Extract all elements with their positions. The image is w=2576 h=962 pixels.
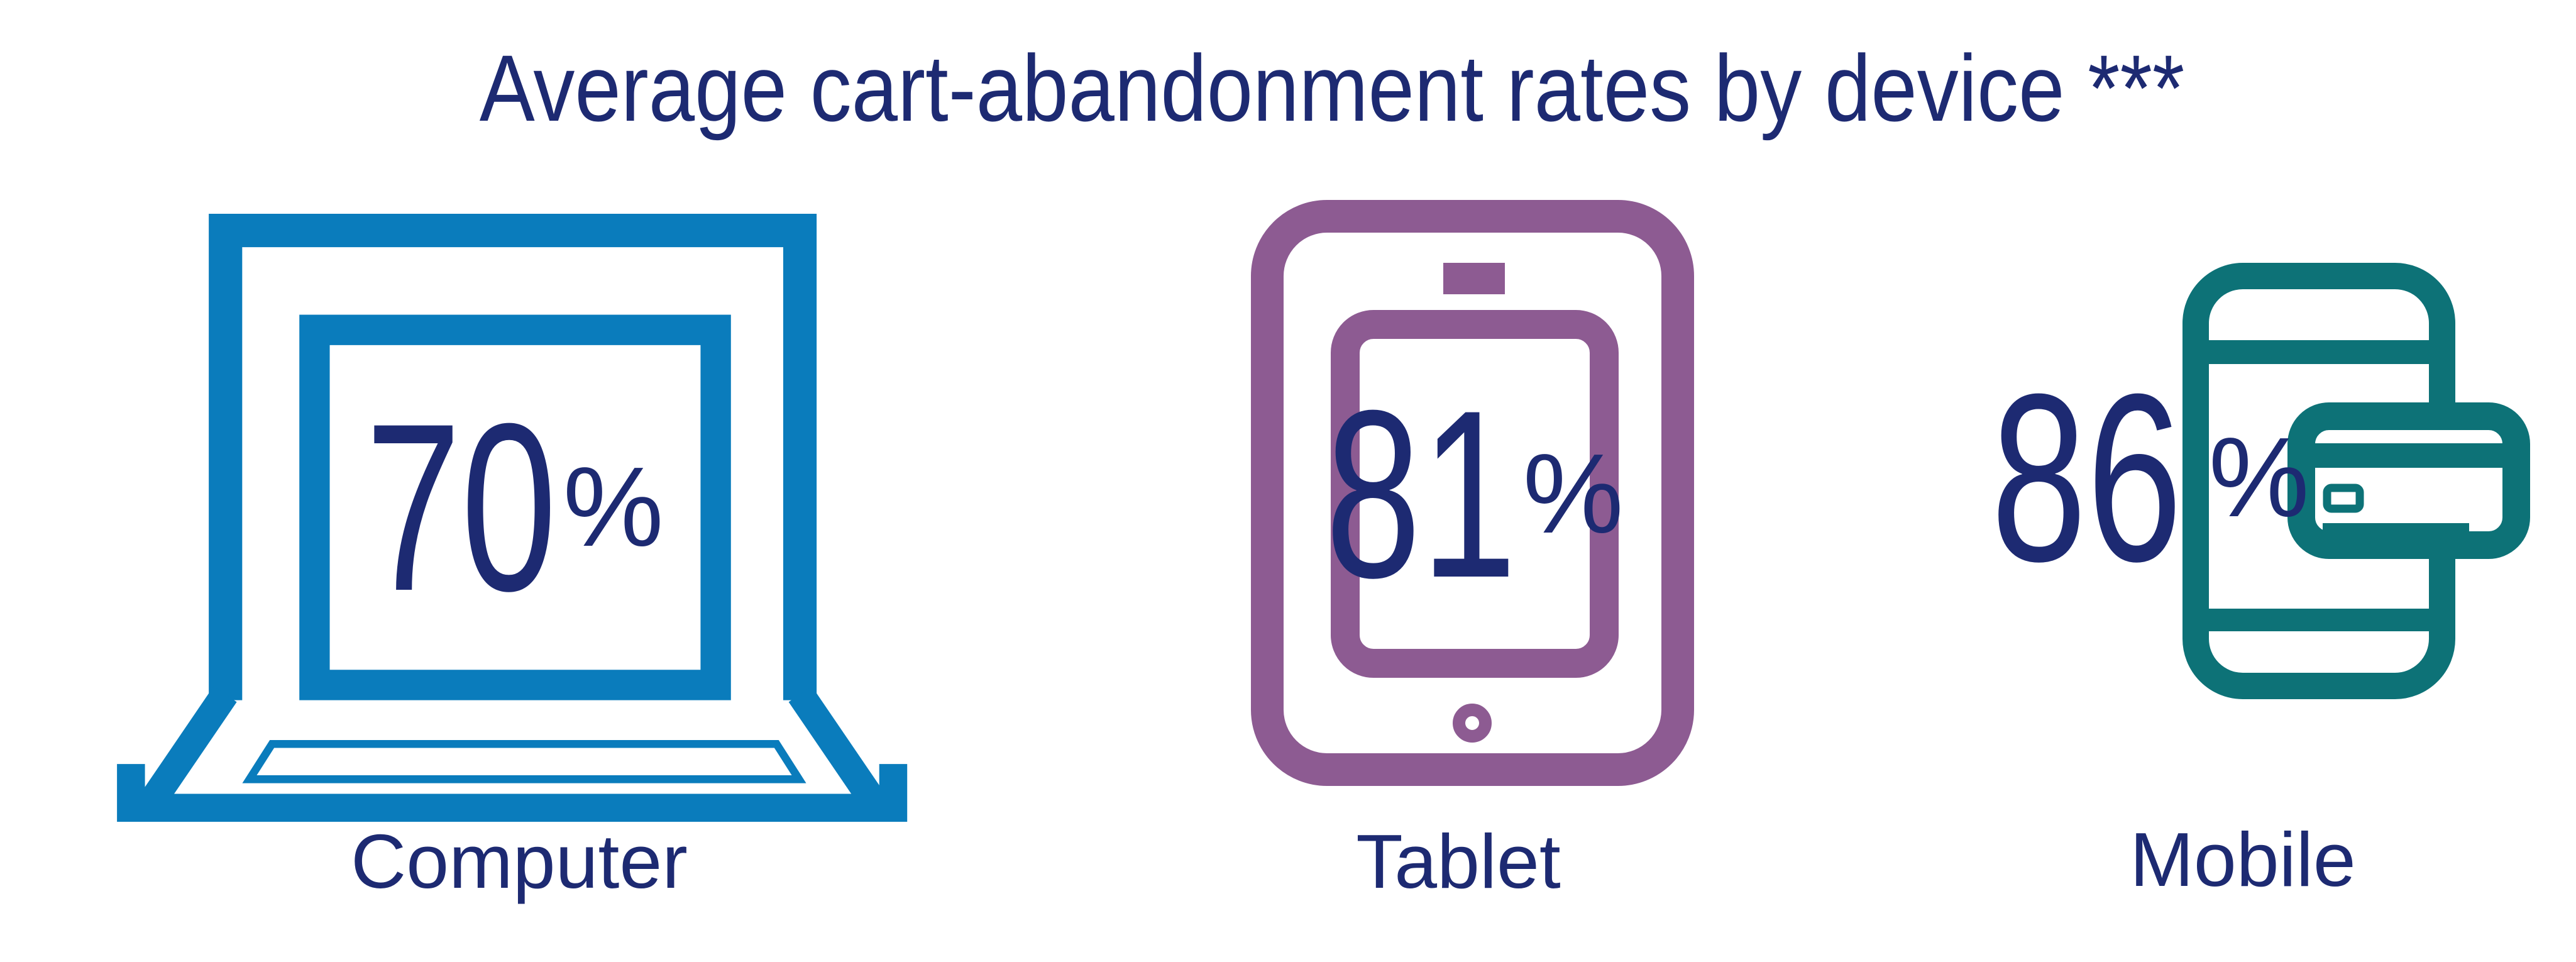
computer-value-number: 70	[365, 373, 557, 641]
tablet-value: 81 %	[1251, 360, 1624, 628]
mobile-label: Mobile	[2130, 817, 2356, 902]
mobile-value: 86 %	[1917, 358, 2309, 597]
computer-value-percent-sign: %	[563, 444, 664, 570]
mobile-value-number: 86	[1991, 344, 2182, 611]
smartphone-credit-card-icon	[2182, 263, 2530, 699]
tablet-label: Tablet	[1356, 819, 1561, 904]
laptop-icon	[117, 214, 908, 822]
tablet-value-percent-sign: %	[1522, 431, 1624, 557]
computer-label: Computer	[351, 819, 688, 904]
tablet-value-number: 81	[1325, 360, 1517, 628]
tablet-icon	[1251, 200, 1694, 786]
chart-title: Average cart-abandonment rates by device…	[479, 35, 2185, 141]
mobile-value-percent-sign: %	[2208, 414, 2309, 541]
computer-value: 70 %	[291, 373, 664, 641]
